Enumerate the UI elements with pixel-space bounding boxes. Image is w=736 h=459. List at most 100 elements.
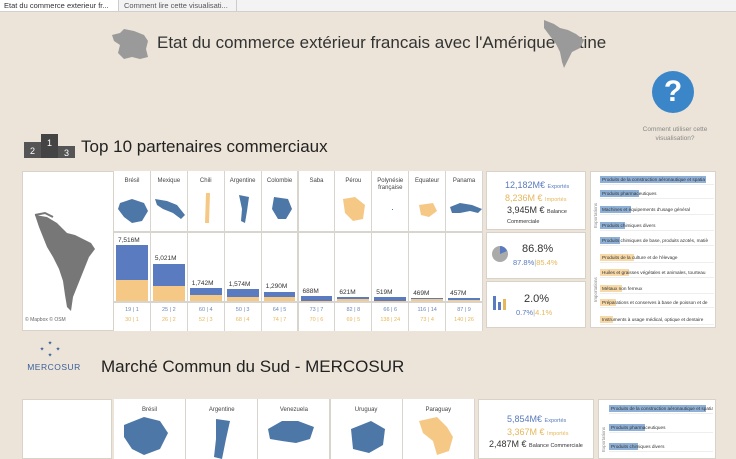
country-shape-path [419,203,437,217]
bar-value-label: 688M [303,288,319,295]
country-map-cell[interactable]: Pérou [335,171,371,231]
export-product-row[interactable]: Produits chimiques divers [600,221,714,231]
export-product-row[interactable]: Produits pharmaceutiques [600,189,714,199]
mercosur-product-row[interactable]: Produits de la construction aéronautique… [609,404,713,414]
share-main: 86.8% [522,243,553,255]
mercosur-country-cell[interactable]: Venezuela [258,399,329,459]
export-product-row[interactable]: Produits chimiques de base, produits azo… [600,236,714,246]
rank-imports: 52 | 3 [188,317,224,323]
country-bar-cell[interactable]: 469M [409,233,445,301]
tab-comment-lire[interactable]: Comment lire cette visualisati... [120,0,237,11]
export-product-row[interactable]: Machines et équipements d'usage général [600,205,714,215]
import-product-row[interactable]: Instruments à usage médical, optique et … [600,315,714,325]
country-bar-cell[interactable]: 1,290M [262,233,298,301]
bar-value-label: 1,574M [229,281,251,288]
export-bar [190,288,222,295]
mercosur-country-shape-path [124,417,168,455]
help-button[interactable]: ? [652,71,694,113]
help-label[interactable]: Comment utiliser cette visualisation? [635,125,715,143]
country-name: Mexique [151,178,187,185]
country-bar-cell[interactable]: 621M [335,233,371,301]
mercosur-country-shape-path [214,419,230,459]
mercosur-country-cell[interactable]: Paraguay [403,399,474,459]
tab-etat-commerce[interactable]: Etat du commerce exterieur fr... [0,0,119,11]
import-product-row[interactable]: Huiles et graisses végétales et animales… [600,268,714,278]
share-imports: 85.4% [536,258,557,267]
import-product-row[interactable]: Préparations et conserves à base de pois… [600,298,714,308]
country-bar-cell[interactable]: 7,516M [114,233,150,301]
country-map-cell[interactable]: Brésil [114,171,150,231]
mercosur-balance-value: 2,487M € [489,439,527,449]
import-product-row[interactable]: Métaux non ferreux [600,284,714,294]
mercosur-map-panel[interactable] [22,399,112,459]
import-bar [337,299,369,301]
country-map-cell[interactable]: Polynésie française [372,171,408,231]
import-product-row[interactable]: Produits de la culture et de l'élevage [600,253,714,263]
balance-value: 3,945M € [507,205,545,215]
country-shape [114,191,150,227]
country-shape [151,191,187,227]
podium-second: 2 [30,146,35,156]
bar-value-label: 1,290M [266,283,288,290]
country-map-cell[interactable]: Mexique [151,171,187,231]
rank-exports: 50 | 3 [225,307,261,313]
country-bar-cell[interactable]: 457M [446,233,482,301]
mercosur-country-cell[interactable]: Argentine [186,399,257,459]
country-shape-path [155,199,185,219]
mercosur-product-row[interactable]: Produits pharmaceutiques [609,423,713,433]
axis-imports-label: Importations [593,277,598,302]
mercosur-country-shape [258,399,329,459]
country-map-cell[interactable]: Colombie [262,171,298,231]
country-map-cell[interactable]: Chili [188,171,224,231]
country-bar-cell[interactable]: 688M [299,233,335,301]
export-bar [116,245,148,280]
import-bar [153,286,185,301]
country-shape [335,191,371,227]
country-map-cell[interactable]: Panama [446,171,482,231]
rank-exports: 66 | 6 [372,307,408,313]
latin-america-map[interactable] [23,177,113,327]
country-name: Equateur [409,178,445,185]
rank-imports: 70 | 6 [299,317,335,323]
mercosur-country-cell[interactable]: Uruguay [331,399,402,459]
mercosur-product-row[interactable]: Produits chimiques divers [609,442,713,452]
france-map-icon [110,27,154,61]
bar-value-label: 457M [450,290,466,297]
product-label: Produits chimiques divers [611,442,664,451]
latin-america-map-panel[interactable] [22,171,114,331]
growth-main: 2.0% [524,293,549,305]
rank-imports: 73 | 4 [409,317,445,323]
country-map-cell[interactable]: Argentine [225,171,261,231]
country-shape [262,191,298,227]
country-bar-cell[interactable]: 5,021M [151,233,187,301]
latin-america-map-icon [540,18,588,70]
country-map-cell[interactable]: Saba [299,171,335,231]
product-label: Produits de la culture et de l'élevage [602,253,677,262]
country-map-cell[interactable]: Equateur [409,171,445,231]
country-bar-cell[interactable]: 1,574M [225,233,261,301]
export-bar [374,297,406,301]
product-label: Instruments à usage médical, optique et … [602,315,703,324]
country-bar-cell[interactable]: 1,742M [188,233,224,301]
mercosur-country-cell[interactable]: Brésil [114,399,185,459]
svg-text:✦: ✦ [47,352,52,359]
podium-icon: 2 1 3 [24,132,76,158]
product-label: Machines et équipements d'usage général [602,205,690,214]
export-product-row[interactable]: Produits de la construction aéronautique… [600,175,714,185]
country-name: Argentine [225,178,261,185]
top10-title: Top 10 partenaires commerciaux [81,137,328,157]
country-bar-cell[interactable]: 519M [372,233,408,301]
